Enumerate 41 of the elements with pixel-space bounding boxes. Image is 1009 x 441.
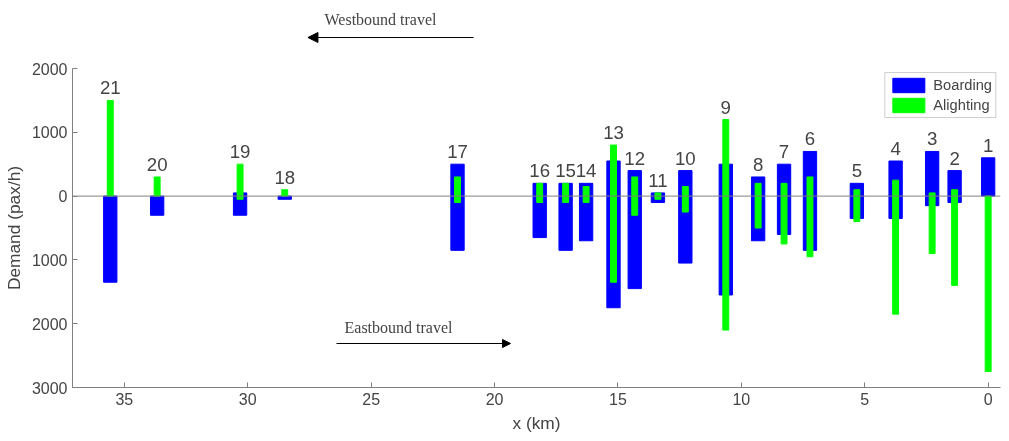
y-tick-label: 1000 <box>31 251 68 269</box>
x-tick-label: 35 <box>115 390 134 408</box>
annotation: 19 <box>229 141 251 163</box>
annotation: 9 <box>720 96 731 118</box>
x-axis-title: x (km) <box>512 412 561 433</box>
annotation: 2 <box>949 147 960 169</box>
annotation: 11 <box>648 169 668 191</box>
annotation: 3 <box>926 128 938 150</box>
annotation: 18 <box>274 166 296 188</box>
legend-label: Boarding <box>933 77 992 93</box>
annotation: 13 <box>603 122 624 144</box>
x-tick-label: 10 <box>732 390 751 408</box>
annotation: 17 <box>447 141 468 163</box>
annotation: 14 <box>575 160 597 182</box>
y-tick-label: 2000 <box>31 60 68 78</box>
x-tick-label: 20 <box>485 390 504 408</box>
annotation: 8 <box>752 153 764 175</box>
y-axis-title: Demand (pax/h) <box>3 165 24 291</box>
annotation: 4 <box>890 138 901 160</box>
annotation: 20 <box>146 153 168 175</box>
x-tick-label: 5 <box>860 390 870 408</box>
x-tick-label: 25 <box>362 390 381 408</box>
legend-label: Alighting <box>933 97 990 113</box>
annotation: 1 <box>982 134 994 156</box>
annotation: 5 <box>851 160 863 182</box>
y-tick-label: 2000 <box>31 315 68 333</box>
text: Westbound travel <box>324 10 438 28</box>
annotation: 6 <box>804 128 816 150</box>
annotation: 16 <box>529 160 551 182</box>
annotation: Eastbound travel <box>344 318 454 336</box>
x-tick-label: 30 <box>238 390 257 408</box>
annotation: 10 <box>674 147 696 169</box>
x-tick-label: 0 <box>983 390 993 408</box>
annotation: 21 <box>99 77 121 99</box>
x-tick-label: 15 <box>609 390 627 408</box>
annotation: 12 <box>624 147 646 169</box>
annotation: 7 <box>778 141 790 163</box>
y-tick-label: 3000 <box>31 379 68 397</box>
y-tick-label: 0 <box>58 188 68 206</box>
annotation: 15 <box>555 160 577 182</box>
y-tick-label: 1000 <box>31 124 68 142</box>
